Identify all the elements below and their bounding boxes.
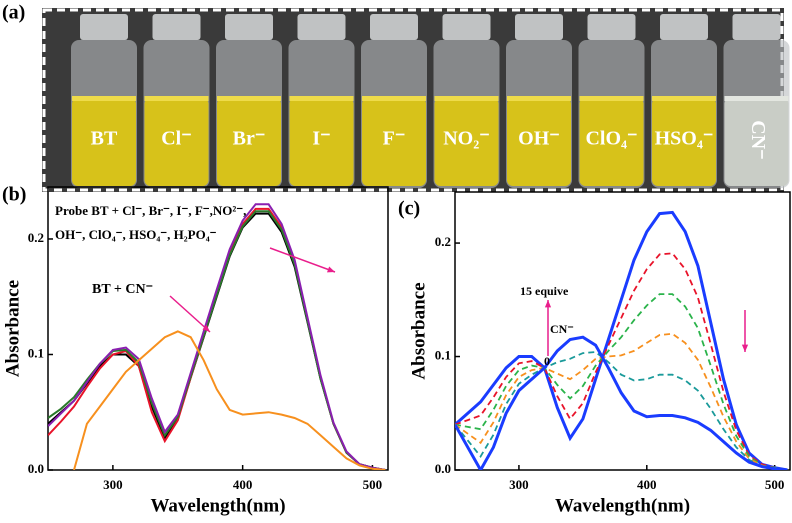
y-tick-label: 0.0 [28,461,44,476]
vial-liquid [652,98,716,186]
vial-meniscus [434,96,499,101]
data-line [455,210,788,470]
x-tick-label: 400 [233,477,253,492]
vial-cap [80,14,128,40]
vial-meniscus [289,96,354,101]
y-axis-label: Absorbance [408,282,429,379]
annotation: Probe BT + Cl⁻, Br⁻, I⁻, F⁻,NO²⁻, [55,203,246,218]
vial-meniscus [724,96,789,101]
data-line [455,351,788,470]
arrow-head [327,266,335,273]
data-line [48,212,386,470]
arrow [169,295,211,333]
vial-liquid [362,98,426,186]
vial-liquid [434,98,499,186]
vial-meniscus [579,96,644,101]
vial-cap [225,14,273,40]
vial-cap [660,14,708,40]
annotation: OH⁻, ClO₄⁻, HSO₄⁻, H₂PO₄⁻ [55,227,217,242]
vial-liquid [217,98,281,186]
vial-liquid [724,98,789,186]
vial-label: ClO₄⁻ [585,128,637,150]
plot-frame [454,191,791,471]
x-tick-label: 300 [509,477,529,492]
arrow-head [741,344,749,352]
arrow [269,247,336,273]
photo-border [42,8,784,192]
panel-label: (a) [2,2,25,24]
vial-cap [152,14,201,40]
data-line [455,252,788,470]
vial-label: Cl⁻ [161,128,192,150]
panel-label: (c) [398,198,420,220]
data-line [455,293,788,470]
vial-label: F⁻ [383,128,406,150]
vial-label: I⁻ [312,128,330,150]
panel-label: (b) [2,184,26,206]
data-line [48,203,386,470]
vials: BT Cl⁻ Br⁻ I⁻ F⁻ NO₂⁻ OH⁻ ClO₄⁻ HSO₄⁻ CN⁻ [71,14,790,188]
data-line [455,332,788,470]
vial-label: NO₂⁻ [443,128,490,150]
data-line [48,207,386,470]
vial-cap [587,14,636,40]
x-tick-label: 500 [363,477,383,492]
y-axis-label: Absorbance [2,280,23,377]
vial-cap [515,14,563,40]
vial-cap [442,14,491,40]
vial-cap [732,14,781,40]
y-tick-label: 0.0 [435,461,451,476]
annotation: 0 [544,354,550,368]
vial-meniscus [507,96,571,101]
vial-liquid [72,98,136,186]
plot-frame [47,186,389,471]
vial-cap [297,14,346,40]
x-tick-label: 400 [637,477,657,492]
vial-liquid [289,98,354,186]
vial-meniscus [652,96,716,101]
y-tick-label: 0.2 [28,230,44,245]
arrow-head [544,300,552,308]
y-tick-label: 0.1 [435,348,451,363]
vial-label: BT [91,128,118,150]
x-tick-label: 300 [103,477,123,492]
annotation: 15 equive [520,284,569,298]
arrow-head [202,324,210,332]
y-tick-label: 0.1 [28,345,44,360]
vial-liquid [144,98,209,186]
data-line [73,330,386,470]
vial-liquid [579,98,644,186]
data-line [455,335,788,470]
vial-label: CN⁻ [747,120,769,159]
vial-meniscus [144,96,209,101]
data-line [48,210,386,470]
vial-label: HSO₄⁻ [655,128,714,150]
y-tick-label: 0.2 [435,234,451,249]
vial-meniscus [217,96,281,101]
vial-label: Br⁻ [233,128,266,150]
x-tick-label: 500 [765,477,785,492]
annotation: CN⁻ [550,322,574,336]
vial-meniscus [72,96,136,101]
annotation: BT + CN⁻ [92,282,153,297]
x-axis-label: Wavelength(nm) [150,495,285,516]
vial-label: OH⁻ [518,128,560,150]
vial-meniscus [362,96,426,101]
x-axis-label: Wavelength(nm) [555,495,690,516]
vial-cap [370,14,418,40]
vial-liquid [507,98,571,186]
